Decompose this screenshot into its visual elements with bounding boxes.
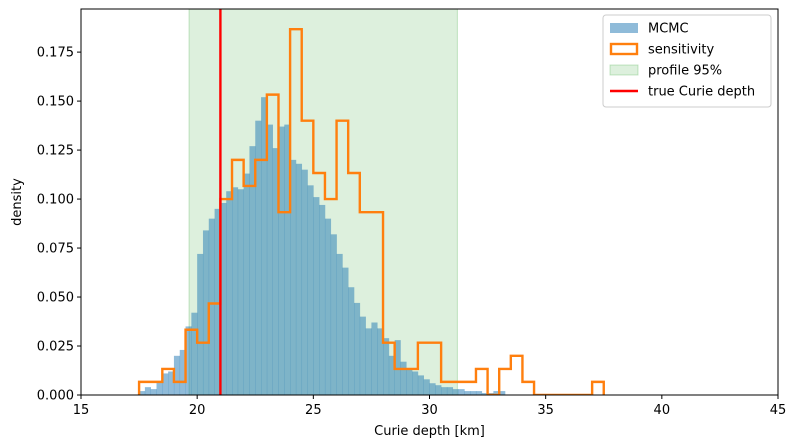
mcmc-bar [464, 391, 471, 395]
mcmc-bar [412, 371, 419, 395]
mcmc-bar [307, 185, 314, 395]
mcmc-bar [237, 189, 244, 395]
mcmc-bar [226, 191, 233, 395]
legend: MCMC sensitivity profile 95% true Curie dep… [602, 14, 772, 108]
mcmc-bar [475, 391, 483, 395]
mcmc-bar [139, 391, 146, 395]
y-tick-label: 0.150 [37, 95, 74, 110]
mcmc-bar [261, 97, 268, 395]
legend-mcmc-swatch [610, 23, 638, 33]
mcmc-bar [336, 253, 343, 395]
legend-label: true Curie depth [648, 85, 755, 100]
mcmc-bar [266, 124, 273, 395]
mcmc-bar [394, 340, 401, 395]
mcmc-bar [249, 146, 256, 395]
x-tick-label: 40 [654, 403, 671, 418]
y-tick-label: 0.025 [37, 340, 74, 355]
mcmc-bar [383, 338, 390, 395]
mcmc-bar [284, 124, 291, 395]
mcmc-bar [452, 389, 459, 395]
y-axis-label: density [10, 178, 25, 226]
legend-label: sensitivity [648, 43, 715, 58]
legend-profile-swatch [609, 64, 639, 76]
mcmc-bar [313, 197, 320, 395]
sensitivity-step-line [137, 27, 605, 395]
mcmc-bar [342, 267, 349, 395]
mcmc-bar [446, 387, 454, 395]
mcmc-bar [162, 373, 169, 395]
mcmc-bar [371, 322, 378, 395]
mcmc-bar [359, 316, 366, 395]
mcmc-bar [278, 126, 285, 395]
y-tick-label: 0.000 [37, 389, 74, 404]
y-tick-label: 0.125 [37, 144, 74, 159]
mcmc-bar [197, 253, 204, 395]
legend-box [602, 14, 772, 108]
mcmc-bar [301, 169, 308, 395]
mcmc-bar [429, 383, 436, 395]
mcmc-bar [324, 218, 332, 395]
legend-label: profile 95% [648, 64, 722, 79]
mcmc-bar [319, 204, 326, 395]
mcmc-bar [330, 234, 337, 395]
mcmc-bar [406, 369, 413, 395]
mcmc-histogram [139, 97, 506, 395]
mcmc-bar [417, 375, 424, 395]
mcmc-bar [156, 381, 163, 395]
mcmc-bar [470, 391, 477, 395]
mcmc-bar [179, 349, 186, 395]
mcmc-bar [150, 389, 157, 395]
mcmc-bar [191, 312, 198, 395]
x-tick-label: 20 [189, 403, 206, 418]
mcmc-bar [232, 187, 239, 395]
mcmc-bar [499, 391, 506, 395]
mcmc-bar [423, 379, 430, 395]
mcmc-bar [481, 393, 488, 395]
mcmc-bar [441, 387, 448, 395]
x-tick-label: 15 [73, 403, 90, 418]
legend-sensitivity-swatch [609, 42, 639, 56]
mcmc-bar [348, 287, 355, 395]
mcmc-bar [173, 355, 181, 395]
axes: 15 20 25 30 35 40 45 0.000 0.025 0.050 0.075 0.100 0… [10, 8, 787, 439]
mcmc-bar [243, 173, 250, 395]
mcmc-bar [185, 326, 192, 395]
mcmc-bar [202, 230, 210, 395]
mcmc-bar [388, 355, 395, 395]
x-tick-label: 30 [421, 403, 438, 418]
mcmc-bar [377, 328, 384, 395]
x-tick-label: 25 [305, 403, 322, 418]
mcmc-bar [255, 120, 262, 395]
mcmc-bar [144, 387, 151, 395]
legend-label: MCMC [648, 22, 689, 37]
mcmc-bar [295, 163, 303, 395]
mcmc-bar [435, 385, 442, 395]
mcmc-bar [458, 389, 465, 395]
mcmc-bar [353, 302, 361, 395]
mcmc-bar [214, 208, 221, 395]
mcmc-bar [400, 361, 407, 395]
y-tick-label: 0.175 [37, 46, 74, 61]
mcmc-bar [220, 202, 227, 395]
y-tick-label: 0.100 [37, 193, 74, 208]
mcmc-bar [208, 218, 215, 395]
x-tick-label: 35 [537, 403, 554, 418]
y-tick-label: 0.075 [37, 242, 74, 257]
mcmc-bar [272, 148, 279, 395]
x-axis-label: Curie depth [km] [374, 424, 485, 439]
mcmc-bar [493, 391, 500, 395]
x-tick-label: 45 [770, 403, 787, 418]
y-tick-label: 0.050 [37, 291, 74, 306]
mcmc-bar [168, 371, 175, 395]
sensitivity-histogram [137, 27, 605, 395]
mcmc-bar [365, 328, 372, 395]
mcmc-bar [290, 159, 297, 395]
